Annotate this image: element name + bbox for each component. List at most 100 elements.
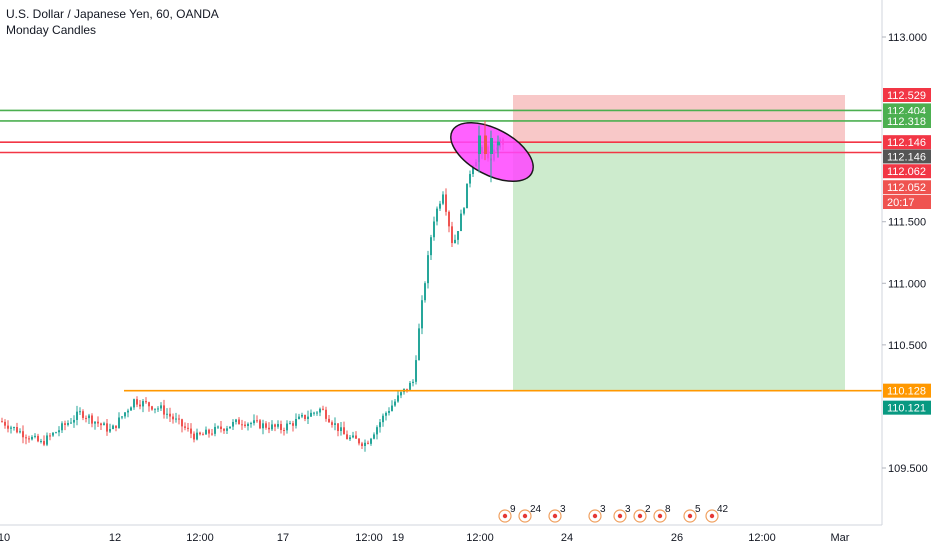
price-tick-label: 111.500 — [888, 217, 926, 229]
event-markers: 9 24 3 3 3 2 8 5 42 — [498, 504, 729, 523]
event-flag-icon: 2 — [633, 504, 651, 523]
candle-body — [478, 135, 481, 154]
price-tag-label: 112.529 — [887, 90, 926, 102]
candle — [235, 418, 237, 425]
candle-body — [268, 427, 270, 430]
candle-body — [286, 423, 288, 431]
candle-body — [16, 427, 18, 433]
event-dot — [637, 513, 643, 519]
candle-body — [463, 208, 465, 214]
candle-body — [103, 423, 105, 426]
price-tag: 112.146 — [883, 135, 931, 150]
candle-body — [127, 410, 129, 413]
candle-body — [175, 418, 177, 420]
candle-body — [433, 221, 435, 238]
candle — [358, 437, 360, 446]
candle — [262, 419, 264, 435]
candle — [292, 420, 294, 432]
candle-body — [133, 399, 135, 408]
price-tag-bg — [883, 195, 931, 210]
candle-body — [7, 425, 9, 429]
price-tick-label: 109.500 — [888, 463, 928, 475]
candle — [154, 408, 156, 414]
candle — [4, 419, 6, 429]
candle — [163, 399, 165, 419]
candle — [217, 425, 219, 430]
candle — [295, 413, 297, 429]
event-flag-icon: 9 — [498, 504, 516, 523]
time-tick-label: 12:00 — [355, 532, 383, 544]
candle-body — [118, 417, 120, 428]
candle-body — [13, 427, 15, 429]
candle-body — [205, 429, 207, 435]
candle — [382, 413, 384, 427]
candle — [64, 420, 66, 431]
candle-body — [409, 382, 411, 390]
candle-body — [37, 435, 39, 442]
candle — [205, 426, 207, 435]
candle-body — [346, 434, 348, 440]
candle-body — [85, 417, 87, 419]
candle-body — [328, 418, 330, 423]
candle-body — [376, 427, 378, 435]
candle — [181, 418, 183, 433]
candle — [157, 406, 159, 412]
price-tag: 112.318 — [883, 113, 931, 128]
candle — [304, 414, 306, 422]
candle-body — [220, 426, 222, 430]
candle — [169, 407, 171, 422]
candle — [463, 207, 465, 216]
candle — [454, 234, 456, 244]
candle-body — [319, 408, 321, 413]
candle-body — [497, 141, 500, 146]
candle-body — [262, 423, 264, 429]
event-dot — [687, 513, 693, 519]
candle — [349, 435, 351, 442]
candle-body — [472, 166, 474, 175]
time-tick-label: 24 — [561, 532, 573, 544]
candle — [277, 420, 279, 429]
candle — [340, 422, 342, 436]
candle — [82, 409, 84, 421]
candle-body — [418, 328, 420, 361]
candle-body — [325, 409, 327, 419]
candle — [346, 430, 348, 440]
candle-body — [94, 421, 96, 424]
candle — [427, 250, 429, 289]
candle-body — [196, 432, 198, 440]
event-count: 9 — [510, 504, 516, 515]
candle-body — [88, 415, 90, 419]
candle — [271, 420, 273, 432]
candle-body — [22, 431, 24, 438]
candle-body — [136, 399, 138, 405]
candle-body — [160, 405, 162, 409]
candle — [298, 413, 300, 420]
candle-body — [442, 194, 444, 204]
candle — [331, 420, 333, 428]
time-tick-label: 12 — [109, 532, 121, 544]
candle-body — [43, 441, 45, 445]
candle — [187, 423, 189, 432]
price-tag-label: 110.121 — [887, 403, 926, 415]
candle-body — [208, 429, 210, 434]
candle-body — [139, 404, 141, 407]
candle — [145, 397, 147, 404]
candle-body — [121, 416, 123, 418]
candle-body — [232, 421, 234, 427]
candle — [100, 422, 102, 431]
candle-body — [484, 135, 487, 154]
candle-body — [412, 381, 414, 383]
candle — [301, 412, 303, 419]
candle — [268, 422, 270, 434]
event-dot — [709, 513, 715, 519]
candle — [199, 431, 201, 436]
price-tag: 112.529 — [883, 88, 931, 103]
candle — [28, 435, 30, 443]
candle-body — [310, 412, 312, 417]
candle — [403, 388, 405, 395]
price-tags: 112.529112.404112.318112.146112.146112.0… — [883, 88, 931, 415]
event-flag-icon: 5 — [683, 504, 701, 523]
candle-body — [184, 426, 186, 428]
